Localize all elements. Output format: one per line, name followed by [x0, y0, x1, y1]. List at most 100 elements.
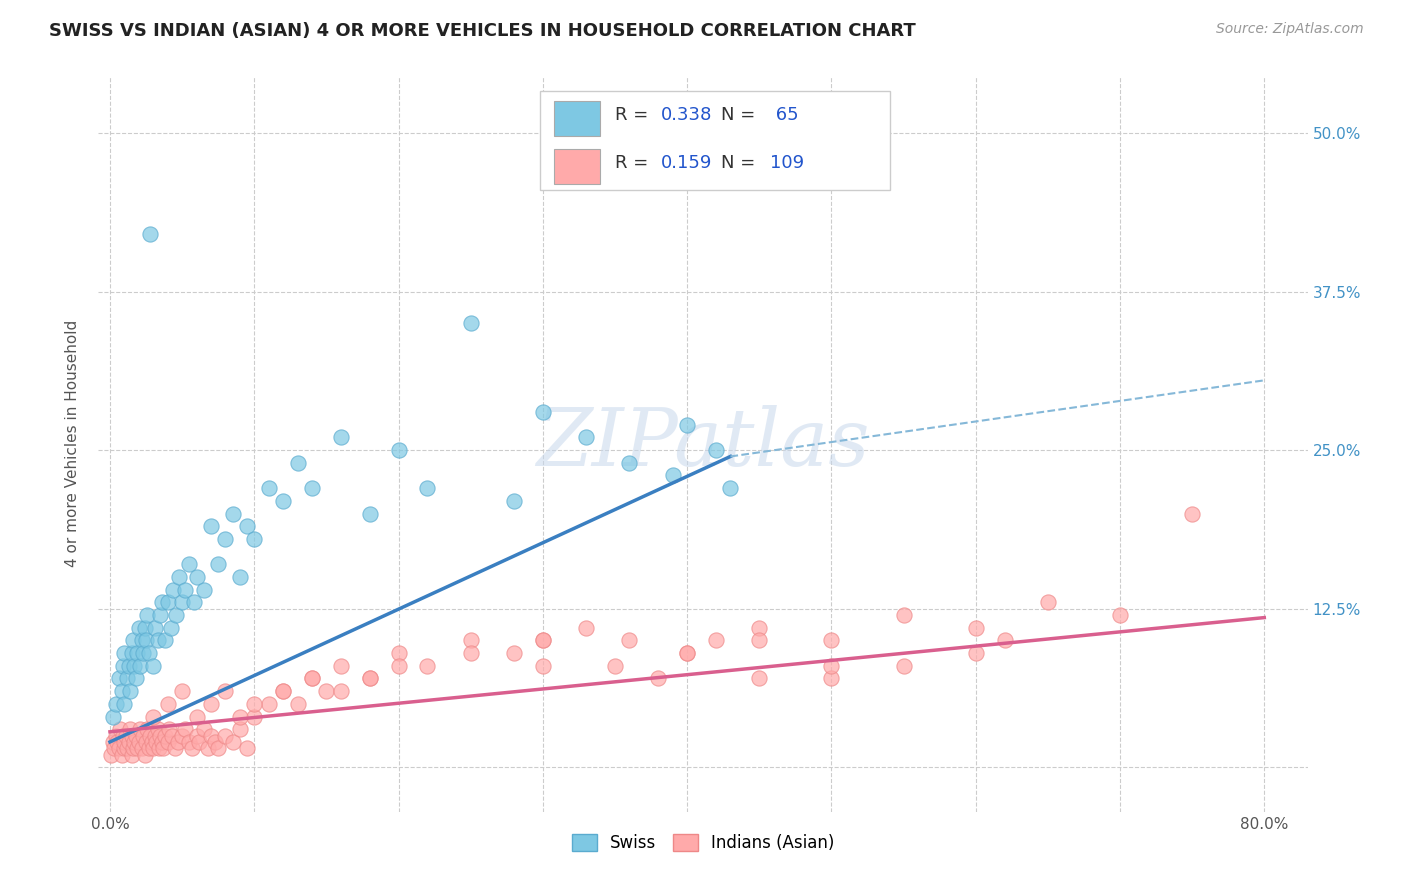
Point: [139, 227, 162, 242]
Point: [243, 697, 266, 711]
Point: [416, 658, 439, 673]
Point: [135, 633, 157, 648]
Point: [112, 646, 135, 660]
Point: [236, 741, 259, 756]
Point: [359, 507, 381, 521]
Point: [183, 595, 205, 609]
Point: [156, 595, 179, 609]
Point: [207, 558, 229, 572]
Point: [143, 729, 166, 743]
Point: [150, 595, 173, 609]
Point: [271, 684, 294, 698]
Text: 109: 109: [769, 153, 804, 171]
Point: [661, 468, 683, 483]
Point: [301, 672, 323, 686]
Point: [114, 729, 136, 743]
Point: [142, 709, 165, 723]
Point: [162, 582, 184, 597]
Point: [993, 633, 1015, 648]
Text: 0.338: 0.338: [661, 106, 711, 124]
Point: [1181, 507, 1204, 521]
Point: [146, 723, 169, 737]
Point: [416, 481, 439, 495]
Point: [118, 658, 141, 673]
Point: [125, 672, 148, 686]
Point: [221, 735, 243, 749]
Point: [107, 741, 129, 756]
Point: [118, 735, 141, 749]
Point: [136, 608, 159, 623]
Point: [138, 646, 160, 660]
Point: [575, 430, 598, 444]
Point: [718, 481, 741, 495]
Point: [152, 741, 174, 756]
Point: [315, 684, 337, 698]
Point: [132, 729, 155, 743]
Point: [135, 735, 157, 749]
Point: [531, 658, 554, 673]
Point: [188, 735, 211, 749]
Point: [172, 684, 194, 698]
Text: Source: ZipAtlas.com: Source: ZipAtlas.com: [1216, 22, 1364, 37]
Point: [229, 709, 252, 723]
Point: [229, 723, 252, 737]
Point: [101, 735, 124, 749]
FancyBboxPatch shape: [540, 90, 890, 190]
Point: [531, 633, 554, 648]
Point: [157, 723, 180, 737]
Point: [112, 697, 135, 711]
Point: [142, 741, 165, 756]
Point: [214, 684, 236, 698]
Point: [132, 646, 155, 660]
Point: [156, 735, 179, 749]
Point: [186, 570, 208, 584]
Text: 65: 65: [769, 106, 799, 124]
Point: [166, 735, 188, 749]
Point: [105, 735, 128, 749]
Point: [122, 741, 145, 756]
Point: [193, 723, 215, 737]
Text: ZIPatlas: ZIPatlas: [536, 405, 870, 483]
Point: [136, 723, 159, 737]
Point: [287, 456, 309, 470]
Point: [329, 684, 352, 698]
Point: [647, 672, 669, 686]
Point: [127, 741, 149, 756]
Point: [172, 595, 194, 609]
Point: [503, 494, 526, 508]
Y-axis label: 4 or more Vehicles in Household: 4 or more Vehicles in Household: [65, 320, 80, 567]
Point: [159, 621, 181, 635]
Point: [103, 741, 125, 756]
Point: [748, 621, 770, 635]
Point: [153, 633, 176, 648]
Point: [101, 709, 124, 723]
Point: [141, 735, 163, 749]
FancyBboxPatch shape: [554, 149, 600, 184]
Point: [603, 658, 626, 673]
Point: [359, 672, 381, 686]
Point: [287, 697, 309, 711]
Point: [163, 741, 186, 756]
Point: [121, 747, 143, 762]
Point: [329, 430, 352, 444]
Point: [131, 633, 153, 648]
Point: [121, 646, 143, 660]
Point: [893, 608, 915, 623]
Point: [359, 672, 381, 686]
Point: [204, 735, 226, 749]
FancyBboxPatch shape: [554, 101, 600, 136]
Point: [134, 621, 156, 635]
Point: [243, 709, 266, 723]
Point: [108, 723, 131, 737]
Point: [107, 672, 129, 686]
Text: N =: N =: [721, 153, 761, 171]
Point: [128, 735, 150, 749]
Point: [110, 684, 132, 698]
Point: [129, 723, 152, 737]
Point: [329, 658, 352, 673]
Point: [200, 697, 222, 711]
Point: [221, 507, 243, 521]
Point: [179, 558, 201, 572]
Point: [149, 608, 172, 623]
Point: [112, 735, 135, 749]
